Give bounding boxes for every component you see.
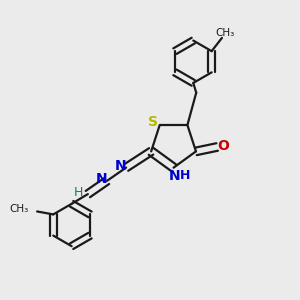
Text: CH₃: CH₃ bbox=[215, 28, 235, 38]
Text: S: S bbox=[148, 115, 158, 128]
Text: H: H bbox=[74, 186, 83, 199]
Text: N: N bbox=[96, 172, 107, 186]
Text: H: H bbox=[180, 169, 190, 182]
Text: O: O bbox=[218, 139, 230, 152]
Text: N: N bbox=[115, 159, 127, 173]
Text: CH₃: CH₃ bbox=[10, 204, 29, 214]
Text: N: N bbox=[169, 169, 180, 183]
